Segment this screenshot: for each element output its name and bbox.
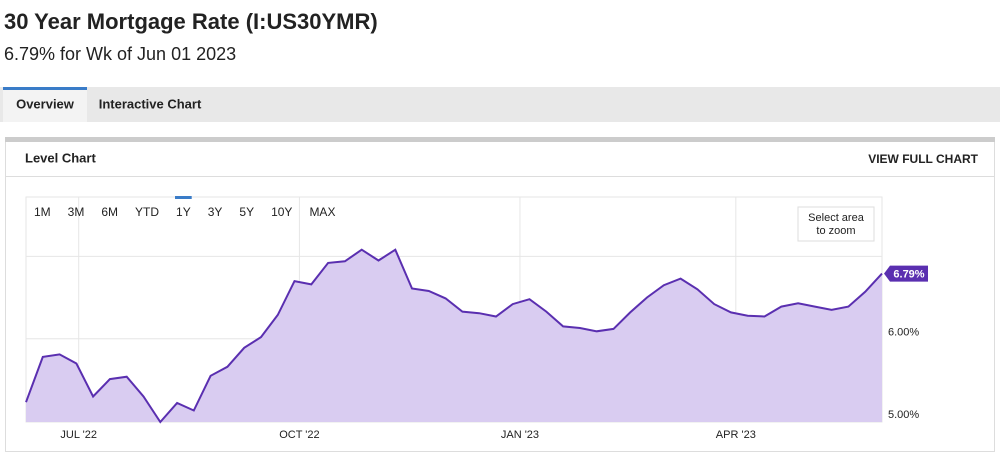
tab-bar <box>0 87 1000 122</box>
line <box>25 248 883 424</box>
range-button[interactable]: MAX <box>309 205 335 219</box>
tab-indicator <box>3 87 87 90</box>
panel-title: Level Chart <box>25 150 96 165</box>
page-subtitle: 6.79% for Wk of Jun 01 2023 <box>4 44 236 64</box>
y-tick-label: 5.00% <box>888 409 919 421</box>
last-value-flag <box>884 265 928 282</box>
x-tick-label: APR '23 <box>716 429 756 441</box>
range-button[interactable]: 1Y <box>176 205 191 219</box>
range-button[interactable]: 10Y <box>271 205 292 219</box>
tab[interactable]: Overview <box>16 96 75 111</box>
page-title: 30 Year Mortgage Rate (I:US30YMR) <box>4 9 378 34</box>
range-selected-indicator <box>175 196 192 199</box>
zoom-hint: Select area to zoom <box>808 212 865 237</box>
x-tick-label: JUL '22 <box>60 429 97 441</box>
zoom-hint-box <box>797 206 875 242</box>
range-button[interactable]: 1M <box>34 205 51 219</box>
range-button[interactable]: YTD <box>135 205 159 219</box>
x-tick-label: JAN '23 <box>501 429 539 441</box>
panel-top-border <box>5 137 995 142</box>
tab[interactable]: Interactive Chart <box>99 96 202 111</box>
view-full-chart[interactable]: VIEW FULL CHART <box>868 152 978 166</box>
range-button[interactable]: 3M <box>68 205 85 219</box>
area <box>26 249 882 422</box>
range-button[interactable]: 5Y <box>239 205 254 219</box>
x-tick-label: OCT '22 <box>279 429 319 441</box>
y-tick-label: 6.00% <box>888 327 919 339</box>
last-value-label: 6.79% <box>893 269 924 281</box>
tab-active-bg <box>3 87 87 122</box>
range-button[interactable]: 3Y <box>208 205 223 219</box>
range-button[interactable]: 6M <box>101 205 118 219</box>
